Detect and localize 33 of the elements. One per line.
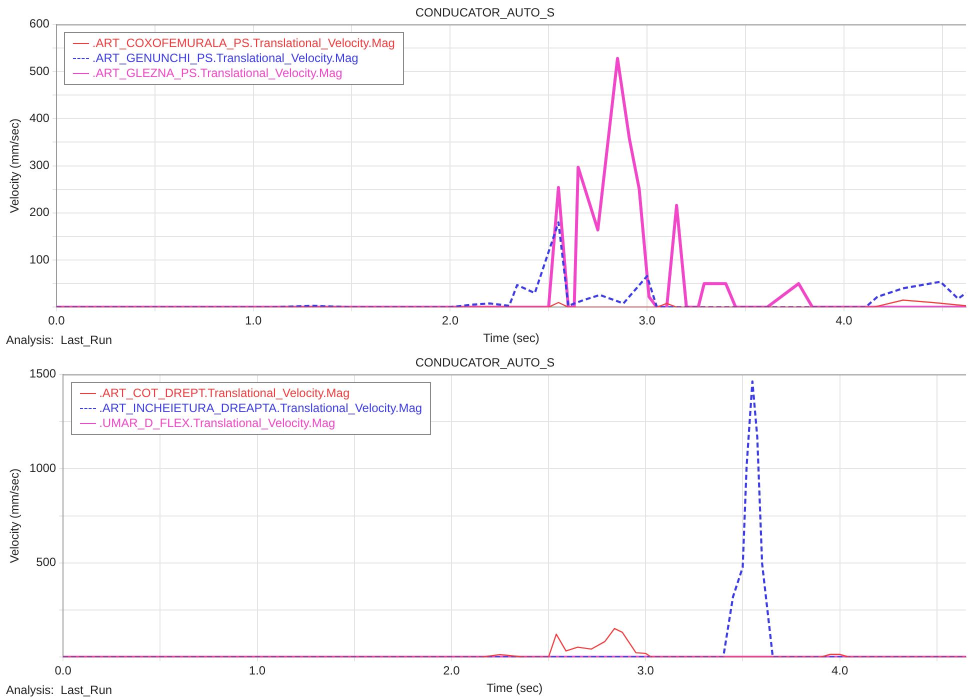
- y-axis-title: Velocity (mm/sec): [8, 468, 22, 564]
- x-tick-label: 3.0: [637, 664, 654, 678]
- x-axis-title: Time (sec): [483, 331, 540, 346]
- x-tick-label: 2.0: [442, 314, 459, 328]
- y-tick-label: 400: [29, 110, 50, 125]
- x-tick-label: 0.0: [48, 314, 66, 328]
- y-tick-label: 1000: [29, 460, 56, 475]
- chart-title: CONDUCATOR_AUTO_S: [415, 6, 555, 20]
- legend-label: .ART_GLEZNA_PS.Translational_Velocity.Mag: [92, 66, 342, 82]
- text: Analysis: Last_Run: [6, 683, 112, 697]
- y-tick-label: 500: [36, 555, 56, 570]
- legend-label: .ART_GENUNCHI_PS.Translational_Velocity.Mag: [92, 51, 358, 66]
- legend-label: .ART_COT_DREPT.Translational_Velocity.Mag: [99, 386, 350, 402]
- x-tick-label: 0.0: [54, 664, 72, 678]
- legend-label: .UMAR_D_FLEX.Translational_Velocity.Mag: [99, 416, 336, 432]
- y-tick-label: 1500: [29, 366, 56, 381]
- chart-title: CONDUCATOR_AUTO_S: [415, 356, 555, 370]
- y-tick-label: 300: [29, 158, 50, 172]
- x-tick-label: 1.0: [248, 664, 266, 678]
- x-tick-label: 4.0: [836, 314, 853, 328]
- text: Analysis: Last_Run: [6, 333, 112, 347]
- x-tick-label: 4.0: [831, 664, 848, 678]
- y-tick-label: 600: [29, 16, 50, 31]
- y-tick-label: 200: [29, 205, 50, 220]
- legend-label: .ART_INCHEIETURA_DREAPTA.Translational_Velocity.Mag: [99, 401, 422, 416]
- y-tick-label: 500: [29, 64, 50, 78]
- x-axis-title: Time (sec): [486, 681, 543, 696]
- x-tick-label: 1.0: [244, 314, 262, 328]
- y-tick-label: 100: [29, 252, 50, 266]
- y-axis-title: Velocity (mm/sec): [8, 118, 22, 214]
- x-tick-label: 2.0: [443, 664, 460, 678]
- x-tick-label: 3.0: [638, 314, 656, 328]
- legend-label: .ART_COXOFEMURALA_PS.Translational_Velocity.Mag: [92, 36, 395, 52]
